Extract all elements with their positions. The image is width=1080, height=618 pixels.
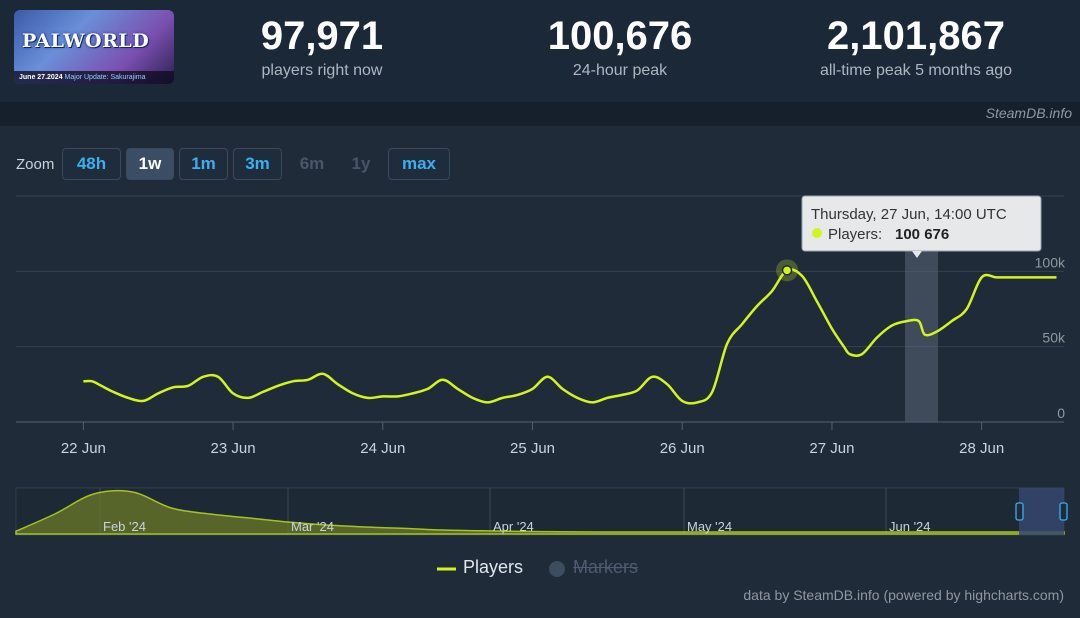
navigator-left-handle[interactable]	[1015, 502, 1024, 521]
zoom-1y-button: 1y	[351, 154, 371, 173]
stat-value: 2,101,867	[827, 14, 1005, 58]
legend-line-icon	[437, 567, 456, 571]
x-tick-label: 24 Jun	[360, 440, 405, 457]
zoom-label: Zoom	[16, 156, 55, 173]
navigator-x-label: Apr '24	[493, 519, 534, 534]
navigator-x-labels: Feb '24 Mar '24 Apr '24 May '24 Jun '24	[103, 519, 931, 534]
tooltip-value: 100 676	[895, 226, 949, 243]
zoom-max-button[interactable]: max	[388, 148, 450, 180]
logo-update: Major Update: Sakurajima	[64, 74, 146, 81]
stat-label: all-time peak 5 months ago	[819, 62, 1013, 79]
credit-bar: SteamDB.info	[0, 102, 1080, 126]
x-tick-label: 27 Jun	[809, 440, 854, 457]
zoom-1w-button[interactable]: 1w	[126, 148, 174, 180]
y-axis-labels: 0 50k 100k	[1035, 254, 1066, 421]
y-tick-label: 0	[1057, 405, 1065, 421]
x-tick-label: 28 Jun	[959, 440, 1004, 457]
stat-label: 24-hour peak	[572, 62, 668, 79]
footer-credit[interactable]: data by SteamDB.info (powered by highcha…	[743, 587, 1064, 603]
y-tick-label: 100k	[1035, 254, 1066, 270]
stat-all-time-peak: 2,101,867 all-time peak 5 months ago	[786, 12, 1046, 82]
hover-point	[781, 265, 793, 276]
tooltip-series-dot	[812, 228, 822, 238]
navigator-right-handle[interactable]	[1059, 502, 1068, 521]
legend-label-players: Players	[463, 557, 524, 577]
x-tick-label: 26 Jun	[660, 440, 705, 457]
zoom-48h-button[interactable]: 48h	[62, 148, 121, 180]
tooltip-series-label: Players:	[828, 226, 882, 243]
y-tick-label: 50k	[1042, 330, 1066, 346]
navigator-range-mask	[1019, 488, 1064, 535]
x-tick-label: 25 Jun	[510, 440, 555, 457]
stat-value: 100,676	[547, 14, 693, 58]
game-logo[interactable]: PALWORLD June 27.2024 Major Update: Saku…	[14, 10, 174, 84]
stat-label: players right now	[261, 62, 383, 79]
legend-item-markers[interactable]: Markers	[548, 557, 638, 578]
navigator-series-area	[15, 489, 1065, 535]
navigator-x-label: Jun '24	[889, 519, 931, 534]
stat-current-players: 97,971 players right now	[222, 12, 422, 82]
logo-title: PALWORLD	[22, 30, 150, 52]
zoom-3m-button[interactable]: 3m	[233, 148, 282, 180]
legend-marker-icon	[549, 561, 565, 578]
x-tick-label: 22 Jun	[61, 440, 106, 457]
tooltip-arrow	[912, 251, 922, 258]
navigator-x-label: Mar '24	[291, 519, 334, 534]
steamdb-credit[interactable]: SteamDB.info	[985, 105, 1072, 121]
navigator-x-label: May '24	[687, 519, 732, 534]
header: PALWORLD June 27.2024 Major Update: Saku…	[0, 0, 1080, 102]
players-series-line	[83, 268, 1057, 405]
tooltip-title: Thursday, 27 Jun, 14:00 UTC	[811, 206, 1007, 223]
x-axis-labels: 22 Jun 23 Jun 24 Jun 25 Jun 26 Jun 27 Jun 28 J…	[16, 421, 1064, 457]
navigator[interactable]: Feb '24 Mar '24 Apr '24 May '24 Jun '24	[15, 487, 1068, 536]
stat-24h-peak: 100,676 24-hour peak	[500, 12, 740, 82]
legend-label-markers: Markers	[573, 557, 639, 577]
legend-item-players[interactable]: Players	[436, 557, 523, 578]
logo-subtitle: June 27.2024 Major Update: Sakurajima	[14, 71, 174, 84]
navigator-x-label: Feb '24	[103, 519, 146, 534]
zoom-1m-button[interactable]: 1m	[179, 148, 228, 180]
logo-date: June 27.2024	[19, 74, 63, 81]
x-tick-label: 23 Jun	[211, 440, 256, 457]
tooltip: Thursday, 27 Jun, 14:00 UTC Players: 100…	[801, 195, 1042, 258]
zoom-6m-button: 6m	[299, 154, 325, 173]
stat-value: 97,971	[260, 14, 384, 58]
